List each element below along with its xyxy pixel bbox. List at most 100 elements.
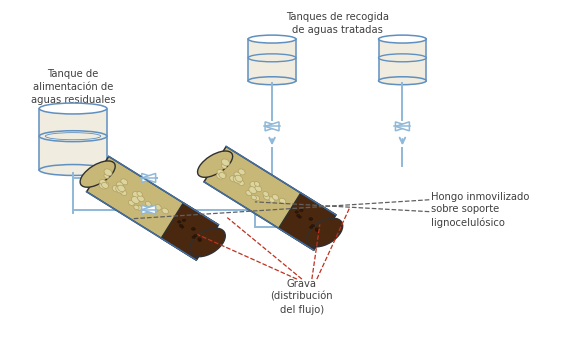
Ellipse shape xyxy=(233,176,242,183)
Ellipse shape xyxy=(311,224,315,227)
Ellipse shape xyxy=(280,198,286,204)
Ellipse shape xyxy=(309,218,313,220)
Polygon shape xyxy=(142,205,155,214)
Ellipse shape xyxy=(379,77,426,85)
Ellipse shape xyxy=(117,182,123,188)
Ellipse shape xyxy=(220,171,226,177)
Ellipse shape xyxy=(182,219,186,221)
Ellipse shape xyxy=(217,169,224,175)
Ellipse shape xyxy=(221,164,226,169)
Ellipse shape xyxy=(251,195,256,200)
Polygon shape xyxy=(248,39,296,81)
Ellipse shape xyxy=(230,176,236,182)
Ellipse shape xyxy=(255,182,260,186)
Ellipse shape xyxy=(134,205,139,210)
Ellipse shape xyxy=(253,195,260,201)
Ellipse shape xyxy=(112,186,119,192)
Ellipse shape xyxy=(39,103,107,114)
Text: Grava
(distribución
del flujo): Grava (distribución del flujo) xyxy=(270,279,333,315)
Text: Tanque de
alimentación de
aguas residuales: Tanque de alimentación de aguas residual… xyxy=(31,69,115,104)
Polygon shape xyxy=(395,122,409,131)
Polygon shape xyxy=(142,173,155,183)
Ellipse shape xyxy=(120,190,127,196)
Ellipse shape xyxy=(249,187,257,193)
Ellipse shape xyxy=(198,238,201,240)
Ellipse shape xyxy=(197,151,232,177)
Polygon shape xyxy=(204,147,336,250)
Polygon shape xyxy=(265,122,279,131)
Ellipse shape xyxy=(310,226,313,228)
Ellipse shape xyxy=(179,224,183,227)
Polygon shape xyxy=(265,122,279,131)
Ellipse shape xyxy=(192,236,196,238)
Ellipse shape xyxy=(39,165,107,175)
Ellipse shape xyxy=(155,204,161,210)
Ellipse shape xyxy=(116,186,124,193)
Ellipse shape xyxy=(238,180,244,186)
Ellipse shape xyxy=(255,186,262,192)
Ellipse shape xyxy=(137,191,142,196)
Ellipse shape xyxy=(234,172,240,178)
Ellipse shape xyxy=(151,207,158,212)
Ellipse shape xyxy=(80,161,115,187)
Ellipse shape xyxy=(248,35,296,43)
Ellipse shape xyxy=(298,216,302,218)
Ellipse shape xyxy=(248,77,296,85)
Ellipse shape xyxy=(217,173,223,179)
Ellipse shape xyxy=(272,194,278,200)
Ellipse shape xyxy=(192,227,195,230)
Ellipse shape xyxy=(192,228,195,230)
Ellipse shape xyxy=(379,35,426,43)
Ellipse shape xyxy=(104,174,109,179)
Ellipse shape xyxy=(121,179,128,185)
Polygon shape xyxy=(39,108,107,170)
Ellipse shape xyxy=(132,197,139,204)
Ellipse shape xyxy=(145,201,151,206)
Ellipse shape xyxy=(219,172,226,178)
Polygon shape xyxy=(278,193,336,250)
Ellipse shape xyxy=(146,204,153,210)
Ellipse shape xyxy=(189,228,225,257)
Ellipse shape xyxy=(269,197,275,202)
Ellipse shape xyxy=(295,211,298,213)
Ellipse shape xyxy=(248,54,296,62)
Polygon shape xyxy=(161,203,218,260)
Ellipse shape xyxy=(246,190,252,195)
Ellipse shape xyxy=(103,182,109,187)
Ellipse shape xyxy=(39,131,107,142)
Text: Tanques de recogida
de aguas tratadas: Tanques de recogida de aguas tratadas xyxy=(286,12,389,35)
Ellipse shape xyxy=(194,234,197,237)
Polygon shape xyxy=(379,39,426,81)
Ellipse shape xyxy=(300,209,303,211)
Ellipse shape xyxy=(379,54,426,62)
Ellipse shape xyxy=(198,239,201,241)
Ellipse shape xyxy=(99,183,106,189)
Ellipse shape xyxy=(180,226,184,228)
Ellipse shape xyxy=(309,218,312,220)
Ellipse shape xyxy=(118,185,125,192)
Ellipse shape xyxy=(250,182,258,188)
Ellipse shape xyxy=(222,159,230,166)
Ellipse shape xyxy=(104,169,112,176)
Polygon shape xyxy=(142,205,155,214)
Polygon shape xyxy=(87,156,218,260)
Ellipse shape xyxy=(133,191,141,198)
Ellipse shape xyxy=(162,208,168,214)
Ellipse shape xyxy=(307,218,342,247)
Text: Hongo inmovilizado
sobre soporte
lignocelulósico: Hongo inmovilizado sobre soporte lignoce… xyxy=(431,191,530,228)
Ellipse shape xyxy=(138,195,145,202)
Ellipse shape xyxy=(101,182,108,188)
Ellipse shape xyxy=(263,191,269,197)
Ellipse shape xyxy=(136,205,142,210)
Ellipse shape xyxy=(177,221,181,223)
Ellipse shape xyxy=(315,229,319,232)
Ellipse shape xyxy=(238,169,245,175)
Ellipse shape xyxy=(100,180,107,185)
Ellipse shape xyxy=(235,175,243,182)
Ellipse shape xyxy=(315,228,319,230)
Ellipse shape xyxy=(264,194,270,200)
Ellipse shape xyxy=(297,215,300,217)
Polygon shape xyxy=(142,173,155,183)
Polygon shape xyxy=(395,122,409,131)
Ellipse shape xyxy=(128,200,134,205)
